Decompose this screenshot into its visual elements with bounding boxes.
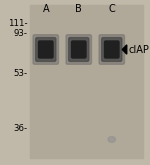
Text: B: B	[75, 4, 82, 14]
FancyBboxPatch shape	[33, 35, 58, 64]
Text: cIAP: cIAP	[128, 45, 149, 54]
Bar	[30, 5, 142, 158]
Text: A: A	[42, 4, 49, 14]
FancyBboxPatch shape	[69, 38, 89, 61]
FancyBboxPatch shape	[36, 38, 56, 61]
Text: 36-: 36-	[14, 124, 28, 133]
Text: C: C	[108, 4, 115, 14]
Text: 111-: 111-	[8, 19, 28, 28]
FancyBboxPatch shape	[105, 41, 119, 58]
FancyBboxPatch shape	[72, 41, 86, 58]
Text: 93-: 93-	[14, 29, 28, 38]
FancyBboxPatch shape	[66, 35, 92, 64]
FancyBboxPatch shape	[99, 35, 124, 64]
FancyBboxPatch shape	[39, 41, 53, 58]
Text: 53-: 53-	[14, 69, 28, 78]
FancyBboxPatch shape	[102, 38, 122, 61]
Ellipse shape	[108, 137, 116, 142]
Polygon shape	[122, 45, 127, 54]
